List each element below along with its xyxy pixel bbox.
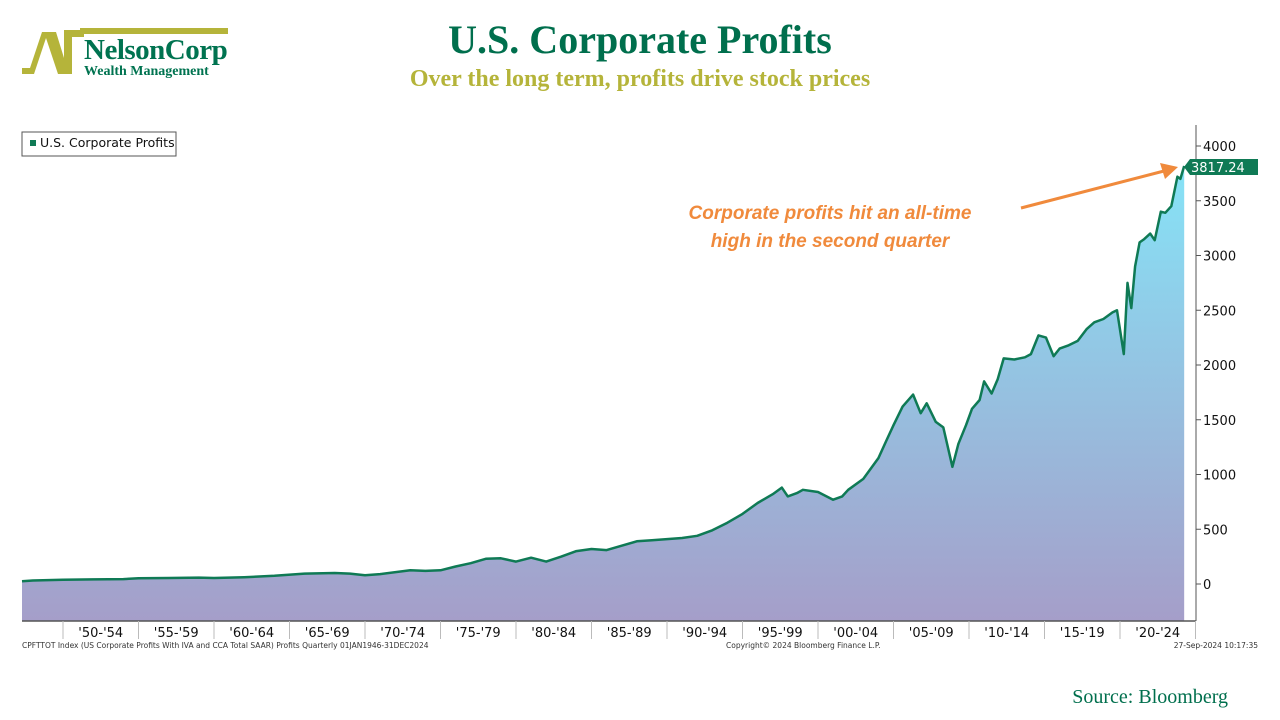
annotation-line-2: high in the second quarter [711, 231, 951, 252]
x-tick-label: '85-'89 [607, 626, 652, 641]
x-tick-label: '15-'19 [1060, 626, 1105, 641]
area-fill [22, 166, 1185, 621]
arrow-head-icon [1160, 163, 1178, 179]
logo-subtitle: Wealth Management [84, 64, 209, 79]
y-tick-label: 500 [1203, 523, 1228, 538]
y-tick-label: 0 [1203, 578, 1211, 593]
x-tick-label: '90-'94 [682, 626, 727, 641]
chart-title: U.S. Corporate Profits [448, 17, 832, 62]
x-tick-label: '55-'59 [154, 626, 199, 641]
nelsoncorp-logo: NelsonCorp Wealth Management [20, 26, 240, 82]
y-tick-label: 2500 [1203, 304, 1236, 319]
x-tick-label: '10-'14 [984, 626, 1029, 641]
x-tick-label: '00-'04 [833, 626, 878, 641]
x-tick-label: '80-'84 [531, 626, 576, 641]
y-tick-label: 3500 [1203, 195, 1236, 210]
legend-label: U.S. Corporate Profits [40, 135, 175, 150]
chart: 0 500 1000 1500 2000 2500 3000 3500 4000 '50-'54 '… [21, 125, 1258, 641]
x-tick-label: '60-'64 [229, 626, 274, 641]
last-value-badge: 3817.24 [1184, 159, 1258, 176]
annotation-arrow [1020, 169, 1165, 210]
y-tick-label: 1000 [1203, 469, 1236, 484]
annotation: Corporate profits hit an all-time high i… [689, 203, 972, 252]
footer-timestamp: 27-Sep-2024 10:17:35 [1173, 641, 1258, 650]
chart-subtitle: Over the long term, profits drive stock … [409, 66, 871, 92]
y-tick-label: 2000 [1203, 359, 1236, 374]
source-note: Source: Bloomberg [1072, 686, 1228, 708]
annotation-line-1: Corporate profits hit an all-time [689, 203, 972, 224]
y-tick-label: 1500 [1203, 414, 1236, 429]
logo-name: NelsonCorp [84, 34, 228, 66]
legend-swatch [30, 140, 36, 146]
footer-copyright: Copyright© 2024 Bloomberg Finance L.P. [726, 641, 881, 650]
x-tick-label: '50-'54 [78, 626, 123, 641]
footer-description: CPFTTOT Index (US Corporate Profits With… [22, 641, 429, 650]
y-tick-label: 4000 [1203, 140, 1236, 155]
x-tick-label: '20-'24 [1135, 626, 1180, 641]
series-line [21, 165, 1186, 583]
last-value-label: 3817.24 [1191, 161, 1245, 176]
x-tick-label: '95-'99 [758, 626, 803, 641]
logo-mark-icon [22, 30, 84, 74]
x-tick-label: '05-'09 [909, 626, 954, 641]
x-tick-label: '65-'69 [305, 626, 350, 641]
x-tick-label: '75-'79 [456, 626, 501, 641]
x-tick-label: '70-'74 [380, 626, 425, 641]
legend [21, 131, 177, 157]
y-tick-label: 3000 [1203, 250, 1236, 265]
